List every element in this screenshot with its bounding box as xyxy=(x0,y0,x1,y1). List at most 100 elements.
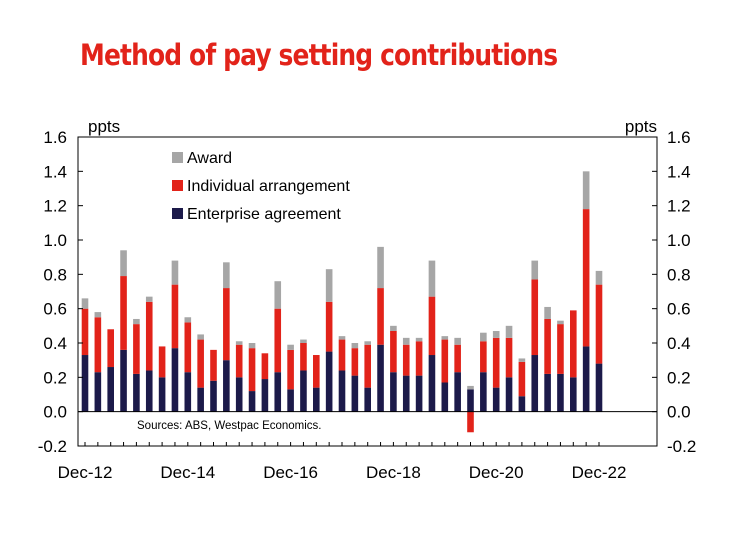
legend-swatch-award xyxy=(172,152,183,163)
bar-enterprise-agreement-19 xyxy=(325,351,333,412)
bar-enterprise-agreement-6 xyxy=(158,377,166,412)
bar-award-5 xyxy=(145,296,153,302)
bar-enterprise-agreement-13 xyxy=(248,391,256,412)
left-y-tick-label: -0.2 xyxy=(38,437,67,456)
axes-group: -0.2 -0.2 0.0 0.0 0.2 0.2 0.4 0.4 0.6 0.6 0.8 0.8 1.… xyxy=(38,128,697,482)
bar-award-24 xyxy=(390,325,397,331)
bar-individual-arrangement-36 xyxy=(544,318,551,374)
bar-award-4 xyxy=(133,318,140,325)
bar-individual-arrangement-10 xyxy=(210,349,217,381)
bar-enterprise-agreement-36 xyxy=(544,373,551,412)
left-y-tick-label: 1.2 xyxy=(43,197,67,216)
bar-enterprise-agreement-32 xyxy=(492,387,500,412)
left-y-tick-label: 1.0 xyxy=(43,231,67,250)
x-tick-label: Dec-16 xyxy=(263,463,318,482)
bar-individual-arrangement-20 xyxy=(338,339,346,371)
bars-group xyxy=(81,171,603,433)
right-y-tick-label: 1.2 xyxy=(667,197,691,216)
bar-individual-arrangement-4 xyxy=(133,324,140,374)
bar-individual-arrangement-30 xyxy=(467,411,474,433)
x-tick-label: Dec-18 xyxy=(366,463,421,482)
bar-enterprise-agreement-24 xyxy=(390,372,397,412)
bar-enterprise-agreement-30 xyxy=(467,389,474,412)
bar-enterprise-agreement-10 xyxy=(210,380,217,412)
bar-award-29 xyxy=(454,337,461,345)
bar-enterprise-agreement-23 xyxy=(377,344,384,412)
x-tick-label: Dec-20 xyxy=(469,463,524,482)
bar-individual-arrangement-16 xyxy=(287,349,294,390)
bar-individual-arrangement-2 xyxy=(107,329,114,368)
legend-label-award: Award xyxy=(187,150,232,167)
bar-individual-arrangement-11 xyxy=(223,288,230,361)
bar-individual-arrangement-14 xyxy=(261,353,269,380)
bar-award-31 xyxy=(480,332,487,342)
bar-enterprise-agreement-4 xyxy=(133,373,140,412)
right-y-tick-label: 0.2 xyxy=(667,368,691,387)
bar-award-0 xyxy=(81,298,89,309)
left-y-tick-label: 0.0 xyxy=(43,403,67,422)
right-y-tick-label: 0.8 xyxy=(667,265,691,284)
bar-award-13 xyxy=(248,343,256,349)
bar-individual-arrangement-3 xyxy=(120,276,127,350)
legend-label-individual-arrangement: Individual arrangement xyxy=(187,178,350,195)
left-y-tick-label: 1.4 xyxy=(43,162,67,181)
bar-award-33 xyxy=(505,325,513,338)
bar-award-22 xyxy=(364,341,371,345)
bar-award-12 xyxy=(235,341,243,345)
bar-individual-arrangement-35 xyxy=(531,279,539,356)
bar-individual-arrangement-12 xyxy=(235,344,243,378)
bar-enterprise-agreement-1 xyxy=(94,372,102,412)
bar-award-26 xyxy=(415,337,423,342)
bar-individual-arrangement-18 xyxy=(313,355,320,388)
right-y-tick-label: 1.4 xyxy=(667,162,691,181)
bar-award-8 xyxy=(184,317,192,323)
bar-award-23 xyxy=(377,246,384,289)
bar-individual-arrangement-25 xyxy=(402,344,410,376)
bar-enterprise-agreement-17 xyxy=(300,370,307,412)
bar-enterprise-agreement-22 xyxy=(364,387,371,412)
left-y-tick-label: 0.6 xyxy=(43,300,67,319)
x-tick-label: Dec-12 xyxy=(58,463,113,482)
bar-individual-arrangement-39 xyxy=(582,209,590,347)
bar-enterprise-agreement-26 xyxy=(415,375,423,412)
left-y-tick-label: 1.6 xyxy=(43,128,67,147)
bar-award-15 xyxy=(274,281,282,309)
bar-individual-arrangement-22 xyxy=(364,344,371,388)
bar-enterprise-agreement-25 xyxy=(402,375,410,412)
bar-award-21 xyxy=(351,343,359,349)
bar-enterprise-agreement-2 xyxy=(107,367,114,412)
bar-enterprise-agreement-0 xyxy=(81,355,89,412)
bar-award-19 xyxy=(325,269,333,302)
bar-award-39 xyxy=(582,171,590,210)
bar-individual-arrangement-38 xyxy=(570,310,577,378)
bar-enterprise-agreement-11 xyxy=(223,360,230,412)
right-y-tick-label: 0.4 xyxy=(667,334,691,353)
bar-enterprise-agreement-31 xyxy=(480,372,487,412)
bar-award-28 xyxy=(441,336,449,340)
bar-enterprise-agreement-5 xyxy=(145,370,153,412)
bar-enterprise-agreement-14 xyxy=(261,379,269,412)
bar-individual-arrangement-6 xyxy=(158,346,166,378)
bar-enterprise-agreement-27 xyxy=(428,355,436,412)
left-y-tick-label: 0.8 xyxy=(43,265,67,284)
bar-individual-arrangement-26 xyxy=(415,341,423,376)
bar-individual-arrangement-7 xyxy=(171,284,179,349)
bar-enterprise-agreement-40 xyxy=(595,363,603,412)
bar-award-40 xyxy=(595,270,603,285)
bar-award-32 xyxy=(492,330,500,338)
source-note: Sources: ABS, Westpac Economics. xyxy=(137,420,322,432)
bar-award-11 xyxy=(223,262,230,289)
bar-enterprise-agreement-39 xyxy=(582,346,590,412)
left-y-tick-label: 0.4 xyxy=(43,334,67,353)
bar-individual-arrangement-0 xyxy=(81,308,89,356)
right-y-tick-label: 1.0 xyxy=(667,231,691,250)
bar-award-16 xyxy=(287,344,294,350)
bar-enterprise-agreement-20 xyxy=(338,370,346,412)
legend: Award Individual arrangement Enterprise ag… xyxy=(172,150,350,223)
bar-award-36 xyxy=(544,306,551,319)
bar-individual-arrangement-19 xyxy=(325,301,333,352)
bar-individual-arrangement-15 xyxy=(274,308,282,373)
bar-individual-arrangement-23 xyxy=(377,288,384,345)
bar-enterprise-agreement-9 xyxy=(197,387,204,412)
